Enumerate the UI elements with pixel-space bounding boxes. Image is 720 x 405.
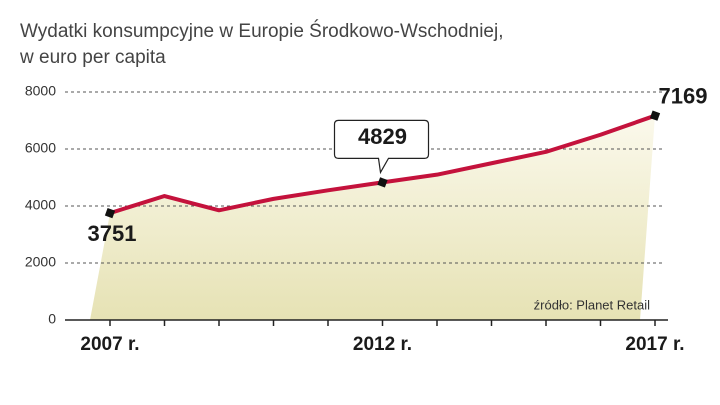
x-tick-label: 2007 r. xyxy=(80,334,139,355)
source: źródło: Planet Retail xyxy=(534,297,650,312)
point-marker xyxy=(104,207,116,219)
y-tick-label: 2000 xyxy=(25,254,56,270)
area xyxy=(90,115,655,320)
y-tick-label: 8000 xyxy=(25,83,56,99)
chart-title: Wydatki konsumpcyjne w Europie Środkowo-… xyxy=(20,20,503,42)
x-tick-label: 2017 r. xyxy=(625,334,684,355)
point-marker xyxy=(649,110,661,121)
value-label: 7169 xyxy=(659,83,708,108)
x-tick-label: 2012 r. xyxy=(353,334,412,355)
value-label: 3751 xyxy=(88,221,137,246)
y-tick-label: 6000 xyxy=(25,140,56,156)
point-marker xyxy=(377,177,388,188)
chart-subtitle: w euro per capita xyxy=(19,47,166,68)
y-tick-label: 4000 xyxy=(25,197,56,213)
callout xyxy=(333,119,430,175)
value-label: 4829 xyxy=(358,124,407,149)
y-tick-label: 0 xyxy=(48,311,56,327)
